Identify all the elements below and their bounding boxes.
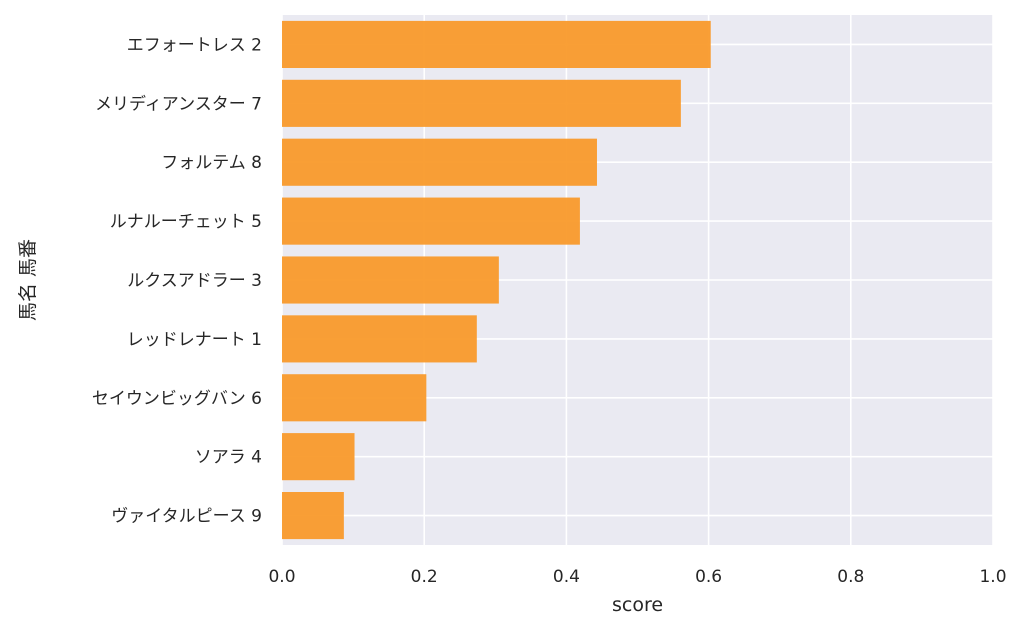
x-axis-title: score xyxy=(612,594,663,616)
y-tick-label: エフォートレス 2 xyxy=(127,35,262,55)
y-tick-label: メリディアンスター 7 xyxy=(95,93,262,114)
y-tick-label: セイウンビッグバン 6 xyxy=(92,389,262,409)
y-axis-title: 馬名 馬番 xyxy=(17,239,39,321)
bar xyxy=(282,138,597,186)
x-tick-label: 0.0 xyxy=(268,567,295,587)
bar xyxy=(282,256,499,304)
x-tick-label: 1.0 xyxy=(979,567,1006,587)
bar xyxy=(282,492,344,540)
bar xyxy=(282,315,477,363)
y-tick-label: レッドレナート 1 xyxy=(127,330,262,350)
bars xyxy=(282,20,711,540)
x-tick-label: 0.4 xyxy=(553,567,580,587)
y-tick-label: ソアラ 4 xyxy=(195,448,262,468)
bar xyxy=(282,20,711,68)
y-tick-label: ルクスアドラー 3 xyxy=(127,271,262,291)
bar xyxy=(282,79,681,127)
y-tick-label: フォルテム 8 xyxy=(161,153,262,173)
y-tick-label: ルナルーチェット 5 xyxy=(110,212,262,232)
bar xyxy=(282,197,580,245)
x-tick-label: 0.2 xyxy=(411,567,438,587)
x-tick-label: 0.8 xyxy=(837,567,864,587)
y-tick-label: ヴァイタルピース 9 xyxy=(111,507,262,527)
bar xyxy=(282,374,427,422)
x-tick-labels: 0.0 0.2 0.4 0.6 0.8 1.0 xyxy=(268,567,1006,587)
y-tick-labels: エフォートレス 2 メリディアンスター 7 フォルテム 8 ルナルーチェット 5 ルクス… xyxy=(92,35,262,526)
x-tick-label: 0.6 xyxy=(695,567,722,587)
bar xyxy=(282,433,355,481)
